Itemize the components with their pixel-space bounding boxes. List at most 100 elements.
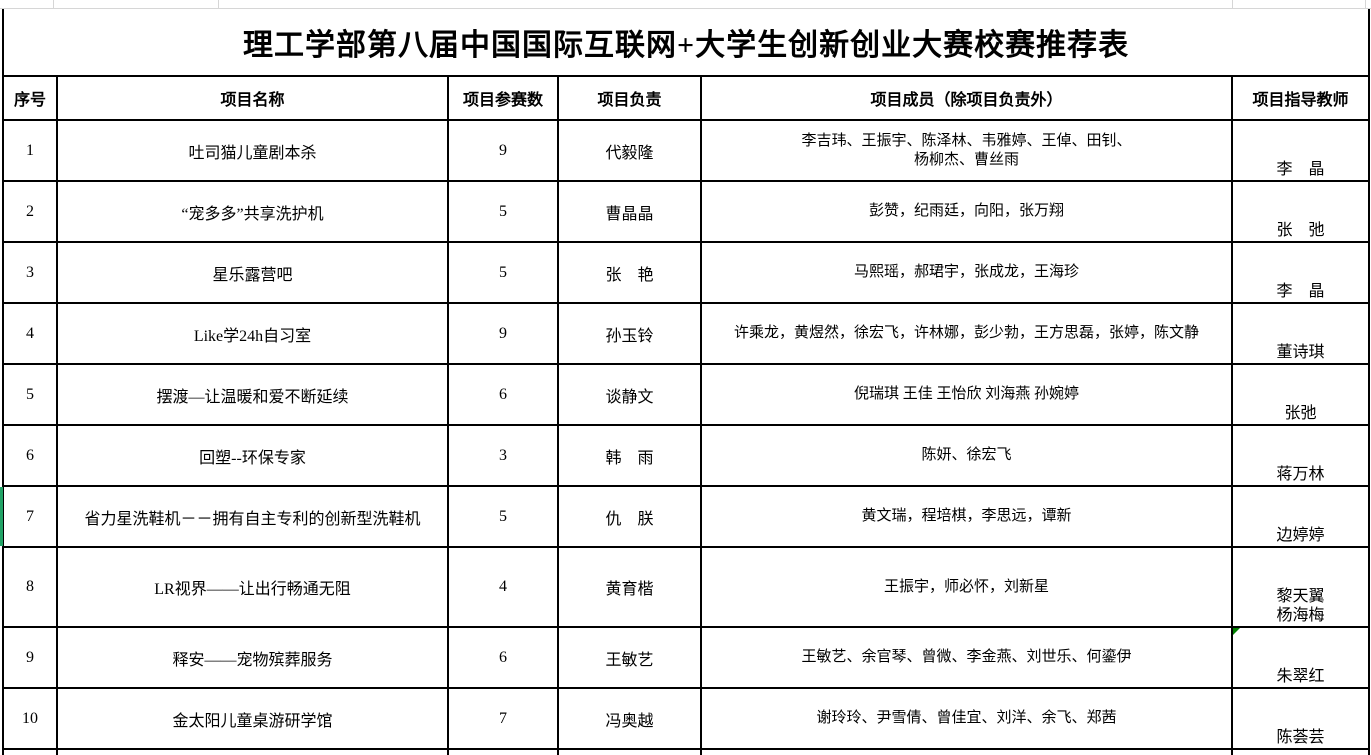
serial-cell[interactable]: 4: [2, 302, 58, 365]
members-cell[interactable]: 倪瑞琪 王佳 王怡欣 刘海燕 孙婉婷: [700, 363, 1233, 426]
participant-count-cell[interactable]: 4: [447, 546, 559, 628]
advisor-name: 张弛: [1284, 405, 1317, 422]
advisor-cell[interactable]: 李 晶: [1230, 241, 1371, 304]
header-project-name[interactable]: 项目名称: [56, 75, 449, 121]
active-row-marker: [0, 487, 3, 546]
header-serial[interactable]: 序号: [2, 75, 58, 121]
advisor-cell[interactable]: 黎天翼 杨海梅: [1230, 546, 1371, 628]
participant-count-cell[interactable]: 5: [447, 241, 559, 304]
header-leader[interactable]: 项目负责: [557, 75, 702, 121]
table-body: 1 吐司猫儿童剧本杀 9 代毅隆 李吉玮、王振宇、陈泽林、韦雅婷、王倬、田钊、 …: [2, 119, 1371, 755]
leader-cell[interactable]: 冯奥越: [557, 687, 702, 750]
participant-count-cell[interactable]: 9: [447, 119, 559, 182]
leader-cell[interactable]: 仇 朕: [557, 485, 702, 548]
table-title-cell[interactable]: 理工学部第八届中国国际互联网+大学生创新创业大赛校赛推荐表: [1, 9, 1371, 77]
leader-cell[interactable]: 黄育楷: [557, 546, 702, 628]
advisor-cell[interactable]: 陈荟芸: [1230, 687, 1371, 750]
project-name-cell[interactable]: 星乐露营吧: [56, 241, 449, 304]
table-row: 8 LR视界——让出行畅通无阻 4 黄育楷 王振宇，师必怀，刘新星 黎天翼 杨海…: [2, 546, 1371, 628]
participant-count-cell[interactable]: 5: [447, 485, 559, 548]
advisor-name: 张 弛: [1276, 222, 1325, 239]
participant-count-cell[interactable]: 5: [447, 180, 559, 243]
project-name-cell[interactable]: 省力星洗鞋机－－拥有自主专利的创新型洗鞋机: [56, 485, 449, 548]
gridline: [53, 0, 54, 8]
serial-cell[interactable]: 6: [2, 424, 58, 487]
advisor-name: 陈荟芸: [1276, 729, 1325, 746]
gridline: [1232, 0, 1233, 8]
project-name-cell[interactable]: 文化时空: [56, 748, 449, 755]
project-name-cell[interactable]: Like学24h自习室: [56, 302, 449, 365]
table-row: 1 吐司猫儿童剧本杀 9 代毅隆 李吉玮、王振宇、陈泽林、韦雅婷、王倬、田钊、 …: [2, 119, 1371, 182]
members-cell[interactable]: 王振宇，师必怀，刘新星: [700, 546, 1233, 628]
advisor-name: 董诗琪: [1276, 344, 1325, 361]
advisor-cell[interactable]: 董诗琪: [1230, 302, 1371, 365]
project-name-cell[interactable]: “宠多多”共享洗护机: [56, 180, 449, 243]
members-cell[interactable]: 郭珊迪，陈宇轩，邹洪江，汪龙洲，李梦，叶婷敏: [700, 748, 1233, 755]
participant-count-cell[interactable]: 9: [447, 302, 559, 365]
advisor-name: 黎天翼 杨海梅: [1276, 588, 1325, 624]
table-row: 2 “宠多多”共享洗护机 5 曹晶晶 彭赞，纪雨廷，向阳，张万翔 张 弛: [2, 180, 1371, 243]
header-participant-count[interactable]: 项目参赛数: [447, 75, 559, 121]
leader-cell[interactable]: 代毅隆: [557, 119, 702, 182]
table-row: 10 金太阳儿童桌游研学馆 7 冯奥越 谢玲玲、尹雪倩、曾佳宜、刘洋、余飞、郑茜…: [2, 687, 1371, 750]
table-row: 7 省力星洗鞋机－－拥有自主专利的创新型洗鞋机 5 仇 朕 黄文瑞，程培棋，李思…: [2, 485, 1371, 548]
serial-cell[interactable]: 1: [2, 119, 58, 182]
table-row: 4 Like学24h自习室 9 孙玉铃 许乘龙，黄煜然，徐宏飞，许林娜，彭少勃，…: [2, 302, 1371, 365]
advisor-name: 蒋万林: [1276, 466, 1325, 483]
title-row: 理工学部第八届中国国际互联网+大学生创新创业大赛校赛推荐表: [1, 9, 1371, 77]
leader-cell[interactable]: 孙玉铃: [557, 302, 702, 365]
serial-cell[interactable]: 10: [2, 687, 58, 750]
project-name-cell[interactable]: 金太阳儿童桌游研学馆: [56, 687, 449, 750]
project-name-cell[interactable]: LR视界——让出行畅通无阻: [56, 546, 449, 628]
project-name-cell[interactable]: 摆渡—让温暖和爱不断延续: [56, 363, 449, 426]
leader-cell[interactable]: 韩 雨: [557, 424, 702, 487]
leader-cell[interactable]: 王敏艺: [557, 626, 702, 689]
leader-cell[interactable]: 吕 行: [557, 748, 702, 755]
gridline: [218, 0, 219, 8]
leader-cell[interactable]: 谈静文: [557, 363, 702, 426]
members-cell[interactable]: 彭赞，纪雨廷，向阳，张万翔: [700, 180, 1233, 243]
serial-cell[interactable]: 11: [2, 748, 58, 755]
members-cell[interactable]: 马熙瑶，郝珺宇，张成龙，王海珍: [700, 241, 1233, 304]
members-cell[interactable]: 许乘龙，黄煜然，徐宏飞，许林娜，彭少勃，王方思磊，张婷，陈文静: [700, 302, 1233, 365]
advisor-cell[interactable]: 张 弛: [1230, 180, 1371, 243]
members-cell[interactable]: 李吉玮、王振宇、陈泽林、韦雅婷、王倬、田钊、 杨柳杰、曹丝雨: [700, 119, 1233, 182]
serial-cell[interactable]: 8: [2, 546, 58, 628]
project-name-cell[interactable]: 释安——宠物殡葬服务: [56, 626, 449, 689]
table-row: 5 摆渡—让温暖和爱不断延续 6 谈静文 倪瑞琪 王佳 王怡欣 刘海燕 孙婉婷 …: [2, 363, 1371, 426]
participant-count-cell[interactable]: 7: [447, 687, 559, 750]
advisor-cell[interactable]: 朱翠红: [1230, 626, 1371, 689]
table-row: 9 释安——宠物殡葬服务 6 王敏艺 王敏艺、余官琴、曾微、李金燕、刘世乐、何鎏…: [2, 626, 1371, 689]
leader-cell[interactable]: 曹晶晶: [557, 180, 702, 243]
serial-cell[interactable]: 9: [2, 626, 58, 689]
partial-row-above-table: [0, 0, 1371, 9]
serial-cell[interactable]: 2: [2, 180, 58, 243]
advisor-cell[interactable]: 蒋万林: [1230, 424, 1371, 487]
leader-cell[interactable]: 张 艳: [557, 241, 702, 304]
members-cell[interactable]: 谢玲玲、尹雪倩、曾佳宜、刘洋、余飞、郑茜: [700, 687, 1233, 750]
advisor-cell[interactable]: 李 晶: [1230, 119, 1371, 182]
header-row: 序号 项目名称 项目参赛数 项目负责 项目成员（除项目负责外） 项目指导教师: [2, 75, 1371, 121]
advisor-cell[interactable]: 蒋万林: [1230, 748, 1371, 755]
members-cell[interactable]: 王敏艺、余官琴、曾微、李金燕、刘世乐、何鎏伊: [700, 626, 1233, 689]
serial-cell[interactable]: 5: [2, 363, 58, 426]
serial-cell[interactable]: 3: [2, 241, 58, 304]
participant-count-cell[interactable]: 7: [447, 748, 559, 755]
advisor-cell[interactable]: 边婷婷: [1230, 485, 1371, 548]
header-advisor[interactable]: 项目指导教师: [1230, 75, 1371, 121]
project-name-cell[interactable]: 回塑--环保专家: [56, 424, 449, 487]
project-name-cell[interactable]: 吐司猫儿童剧本杀: [56, 119, 449, 182]
participant-count-cell[interactable]: 3: [447, 424, 559, 487]
serial-cell[interactable]: 7: [2, 485, 58, 548]
green-triangle-icon: [1234, 629, 1240, 635]
participant-count-cell[interactable]: 6: [447, 626, 559, 689]
members-cell[interactable]: 陈妍、徐宏飞: [700, 424, 1233, 487]
members-cell[interactable]: 黄文瑞，程培棋，李思远，谭新: [700, 485, 1233, 548]
header-members[interactable]: 项目成员（除项目负责外）: [700, 75, 1233, 121]
gridline: [1365, 0, 1366, 8]
advisor-name: 李 晶: [1276, 161, 1325, 178]
advisor-cell[interactable]: 张弛: [1230, 363, 1371, 426]
advisor-name: 朱翠红: [1276, 668, 1325, 685]
participant-count-cell[interactable]: 6: [447, 363, 559, 426]
